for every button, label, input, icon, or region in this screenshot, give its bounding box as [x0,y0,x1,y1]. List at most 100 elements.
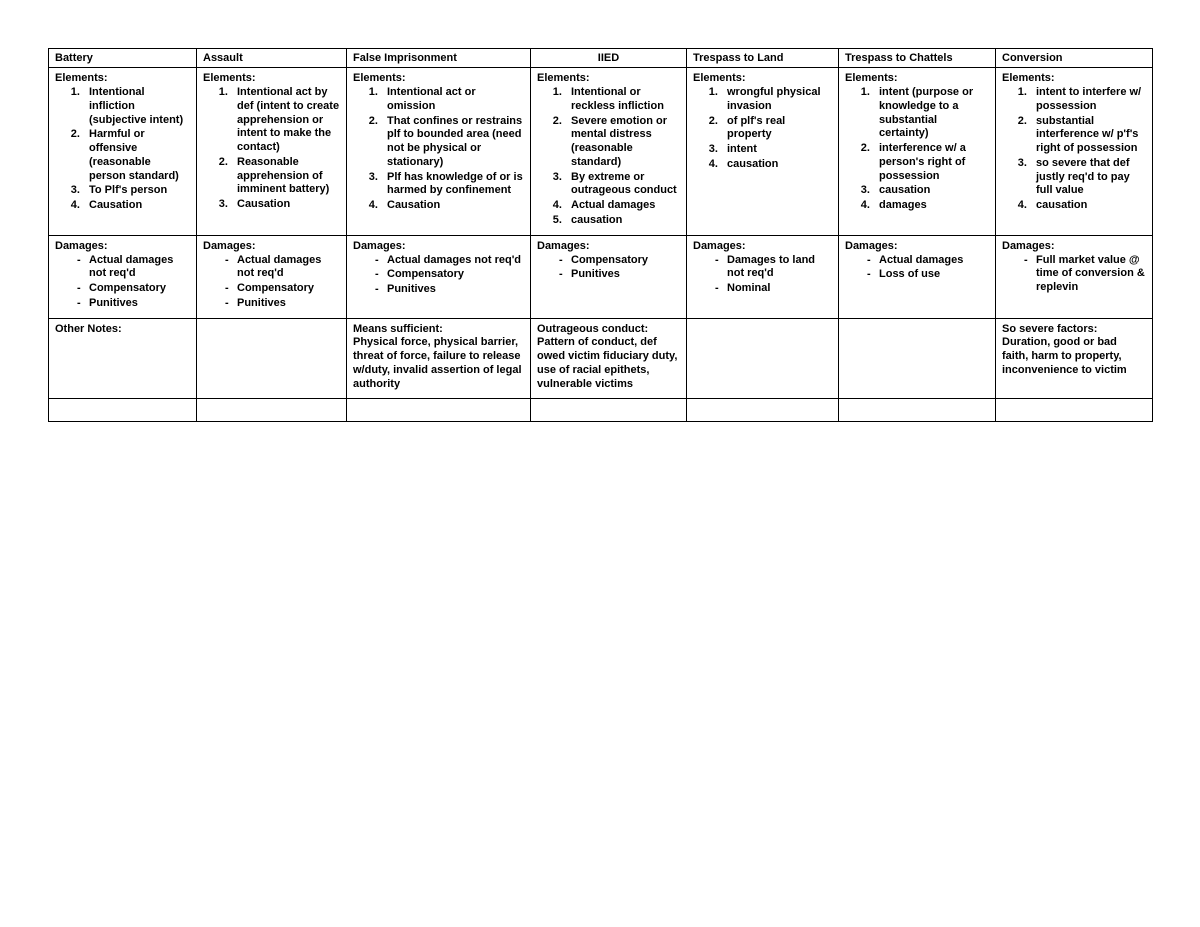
notes-cell [197,318,347,398]
list-item: substantial interference w/ p'f's right … [1030,115,1146,156]
damages-label: Damages: [353,240,524,252]
damages-label: Damages: [537,240,680,252]
list-item: Actual damages [565,199,680,213]
elements-cell: Elements: Intentional or reckless inflic… [531,68,687,236]
notes-row: Other Notes: Means sufficient: Physical … [49,318,1153,398]
damages-cell: Damages: Actual damages not req'dCompens… [197,235,347,318]
list-item: causation [721,158,832,172]
damages-list: Full market value @ time of conversion &… [1002,254,1146,295]
damages-cell: Damages: Damages to land not req'dNomina… [687,235,839,318]
list-item: Compensatory [375,268,524,282]
header-row: Battery Assault False Imprisonment IIED … [49,49,1153,68]
elements-list: wrongful physical invasionof plf's real … [693,86,832,172]
elements-label: Elements: [353,72,524,84]
damages-list: Damages to land not req'dNominal [693,254,832,296]
notes-cell [839,318,996,398]
notes-title: Outrageous conduct: [537,323,680,335]
notes-cell: So severe factors: Duration, good or bad… [996,318,1153,398]
notes-cell: Other Notes: [49,318,197,398]
list-item: Nominal [715,282,832,296]
notes-body: Duration, good or bad faith, harm to pro… [1002,336,1127,377]
notes-cell: Means sufficient: Physical force, physic… [347,318,531,398]
col-header: Battery [49,49,197,68]
notes-body: Physical force, physical barrier, threat… [353,336,522,391]
damages-list: Actual damages not req'dCompensatoryPuni… [353,254,524,297]
list-item: Harmful or offensive (reasonable person … [83,128,190,183]
damages-label: Damages: [55,240,190,252]
elements-label: Elements: [845,72,989,84]
damages-label: Damages: [693,240,832,252]
list-item: Actual damages not req'd [225,254,340,282]
empty-cell [996,398,1153,421]
elements-list: Intentional act or omissionThat confines… [353,86,524,213]
col-header: Conversion [996,49,1153,68]
elements-row: Elements: Intentional infliction (subjec… [49,68,1153,236]
list-item: interference w/ a person's right of poss… [873,142,989,183]
list-item: causation [873,184,989,198]
list-item: Punitives [375,283,524,297]
list-item: Actual damages not req'd [77,254,190,282]
elements-cell: Elements: Intentional act or omissionTha… [347,68,531,236]
damages-label: Damages: [203,240,340,252]
col-header: Trespass to Chattels [839,49,996,68]
list-item: Punitives [77,297,190,311]
list-item: Reasonable apprehension of imminent batt… [231,156,340,197]
elements-list: Intentional or reckless inflictionSevere… [537,86,680,228]
list-item: intent (purpose or knowledge to a substa… [873,86,989,141]
elements-label: Elements: [203,72,340,84]
list-item: To Plf's person [83,184,190,198]
torts-table: Battery Assault False Imprisonment IIED … [48,48,1153,422]
empty-cell [687,398,839,421]
damages-cell: Damages: Full market value @ time of con… [996,235,1153,318]
damages-label: Damages: [1002,240,1146,252]
damages-cell: Damages: Actual damages not req'dCompens… [49,235,197,318]
list-item: Intentional infliction (subjective inten… [83,86,190,127]
elements-list: intent (purpose or knowledge to a substa… [845,86,989,213]
list-item: of plf's real property [721,115,832,143]
list-item: Actual damages not req'd [375,254,524,268]
notes-title: So severe factors: [1002,323,1146,335]
empty-cell [531,398,687,421]
list-item: Intentional or reckless infliction [565,86,680,114]
col-header: False Imprisonment [347,49,531,68]
list-item: intent [721,143,832,157]
elements-list: Intentional infliction (subjective inten… [55,86,190,213]
list-item: damages [873,199,989,213]
list-item: Intentional act by def (intent to create… [231,86,340,155]
elements-cell: Elements: intent to interfere w/ possess… [996,68,1153,236]
damages-row: Damages: Actual damages not req'dCompens… [49,235,1153,318]
list-item: Causation [381,199,524,213]
elements-list: Intentional act by def (intent to create… [203,86,340,212]
elements-cell: Elements: Intentional infliction (subjec… [49,68,197,236]
list-item: Punitives [559,268,680,282]
list-item: Full market value @ time of conversion &… [1024,254,1146,295]
list-item: Causation [83,199,190,213]
list-item: Actual damages [867,254,989,268]
list-item: Severe emotion or mental distress (reaso… [565,115,680,170]
other-notes-label: Other Notes: [55,323,190,335]
list-item: so severe that def justly req'd to pay f… [1030,157,1146,198]
list-item: Compensatory [225,282,340,296]
elements-cell: Elements: intent (purpose or knowledge t… [839,68,996,236]
list-item: wrongful physical invasion [721,86,832,114]
list-item: Causation [231,198,340,212]
elements-label: Elements: [537,72,680,84]
elements-label: Elements: [693,72,832,84]
list-item: Compensatory [559,254,680,268]
damages-cell: Damages: Actual damages not req'dCompens… [347,235,531,318]
damages-cell: Damages: CompensatoryPunitives [531,235,687,318]
notes-body: Pattern of conduct, def owed victim fidu… [537,336,677,391]
col-header: Trespass to Land [687,49,839,68]
damages-list: Actual damagesLoss of use [845,254,989,283]
notes-cell: Outrageous conduct: Pattern of conduct, … [531,318,687,398]
empty-cell [197,398,347,421]
damages-label: Damages: [845,240,989,252]
col-header: Assault [197,49,347,68]
list-item: Loss of use [867,268,989,282]
notes-cell [687,318,839,398]
elements-list: intent to interfere w/ possessionsubstan… [1002,86,1146,213]
list-item: causation [1030,199,1146,213]
footer-row [49,398,1153,421]
elements-cell: Elements: Intentional act by def (intent… [197,68,347,236]
list-item: Punitives [225,297,340,311]
